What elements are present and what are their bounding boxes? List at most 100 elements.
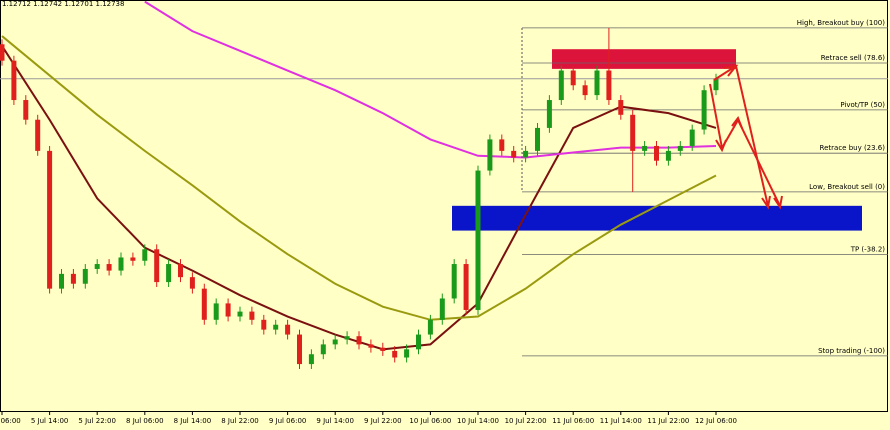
candle-body <box>178 264 183 278</box>
zone <box>552 49 736 69</box>
candle-body <box>237 311 243 317</box>
candle-body <box>297 334 302 365</box>
moving-average <box>1 35 717 321</box>
x-tick-label: 5 Jul 14:00 <box>31 417 69 425</box>
fib-label: Stop trading (-100) <box>818 347 885 355</box>
candle-body <box>0 44 5 61</box>
candle-body <box>130 257 136 261</box>
arrow-head <box>731 115 743 129</box>
x-tick-label: 9 Jul 14:00 <box>316 417 354 425</box>
candle-body <box>368 344 374 348</box>
x-tick-label: 10 Jul 06:00 <box>409 417 451 425</box>
x-tick-label: 8 Jul 06:00 <box>126 417 164 425</box>
candle-body <box>380 347 386 351</box>
candle-body <box>11 60 17 101</box>
moving-average <box>144 0 717 159</box>
candle-body <box>273 324 279 330</box>
candle-body <box>249 311 255 320</box>
fib-label: Low, Breakout sell (0) <box>809 183 885 191</box>
candles <box>0 27 719 369</box>
x-tick-label: 9 Jul 06:00 <box>269 417 307 425</box>
x-tick-label: 10 Jul 14:00 <box>457 417 499 425</box>
levels: High, Breakout buy (100) Retrace sell (78… <box>0 19 888 357</box>
x-tick-label: 11 Jul 22:00 <box>647 417 689 425</box>
fib-label: Retrace sell (78.6) <box>821 54 886 62</box>
x-axis: 5 Jul 06:00 5 Jul 14:00 5 Jul 22:00 8 Jul 0… <box>0 411 737 425</box>
x-tick-label: 8 Jul 22:00 <box>221 417 259 425</box>
candle-body <box>392 350 398 358</box>
candle-body <box>344 336 350 340</box>
candle-body <box>582 85 588 96</box>
candle-body <box>404 349 410 358</box>
candle-body <box>618 100 624 115</box>
candle-body <box>677 145 683 151</box>
candle-body <box>189 277 195 289</box>
candle-body <box>665 150 671 161</box>
candle-body <box>47 150 53 289</box>
candle-body <box>511 150 517 158</box>
candle-body <box>713 78 719 91</box>
candle-body <box>523 150 529 158</box>
candle-body <box>154 249 160 283</box>
x-tick-label: 5 Jul 06:00 <box>0 417 21 425</box>
candle-body <box>70 273 76 284</box>
forecast-arrows <box>709 64 783 210</box>
x-tick-label: 10 Jul 22:00 <box>505 417 547 425</box>
candle-body <box>142 249 148 261</box>
x-tick-label: 8 Jul 14:00 <box>174 417 212 425</box>
candle-body <box>463 264 469 310</box>
candle-body <box>320 344 326 355</box>
candle-body <box>416 334 421 350</box>
candle-body <box>225 303 231 317</box>
fib-label: High, Breakout buy (100) <box>797 19 885 27</box>
candle-body <box>558 70 564 101</box>
candle-body <box>285 324 291 335</box>
candle-body <box>23 100 29 120</box>
arrow-head <box>715 139 727 153</box>
fib-label: TP (-38.2) <box>850 246 886 254</box>
candle-body <box>606 70 612 101</box>
candle-body <box>701 90 707 130</box>
candle-body <box>308 354 314 365</box>
candle-body <box>356 336 362 345</box>
candle-body <box>261 319 267 330</box>
candle-body <box>439 298 445 320</box>
candle-body <box>546 100 552 128</box>
candle-body <box>570 70 576 86</box>
x-tick-label: 11 Jul 14:00 <box>600 417 642 425</box>
candle-body <box>59 273 64 289</box>
arrow-head <box>723 64 739 77</box>
fib-label: Pivot/TP (50) <box>840 101 885 109</box>
candle-body <box>499 139 505 151</box>
arrow-head <box>761 195 771 210</box>
fib-label: Retrace buy (23.6) <box>820 144 886 152</box>
candle-body <box>475 170 481 310</box>
x-tick-label: 5 Jul 22:00 <box>78 417 116 425</box>
candle-body <box>94 264 100 269</box>
candle-body <box>535 127 540 151</box>
candle-body <box>213 303 219 320</box>
candle-body <box>332 339 338 345</box>
arrow-head <box>773 195 783 210</box>
zone <box>452 205 862 231</box>
candle-body <box>35 119 41 151</box>
candle-body <box>487 139 493 171</box>
x-tick-label: 11 Jul 06:00 <box>552 417 594 425</box>
arrow-path <box>709 83 781 207</box>
x-tick-label: 9 Jul 22:00 <box>364 417 402 425</box>
candle-body <box>82 268 88 284</box>
candle-body <box>166 264 172 283</box>
candle-body <box>201 288 207 320</box>
candle-body <box>654 145 659 161</box>
candle-body <box>118 257 124 271</box>
candle-body <box>106 264 112 271</box>
candle-body <box>630 114 636 151</box>
candle-body <box>642 145 648 151</box>
x-tick-label: 12 Jul 06:00 <box>695 417 737 425</box>
candle-body <box>451 264 457 299</box>
price-header: 1.12712 1.12742 1.12701 1.12738 <box>2 0 124 8</box>
candle-body <box>594 70 600 96</box>
plot-frame <box>0 0 888 412</box>
candle-body <box>689 129 695 146</box>
